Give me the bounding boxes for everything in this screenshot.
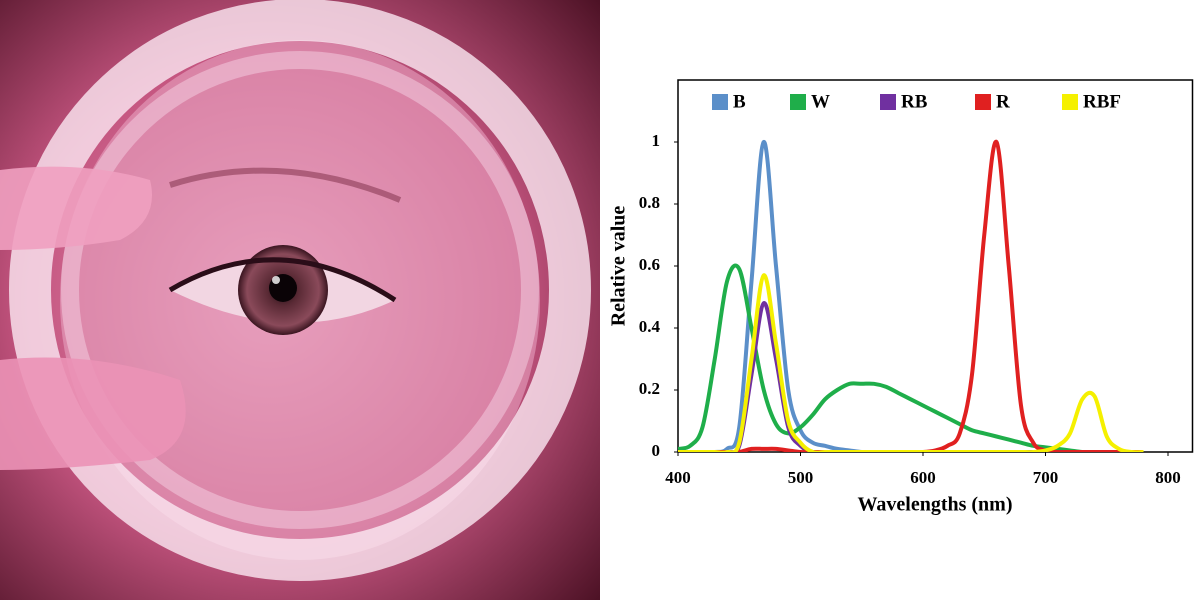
legend-swatch xyxy=(1062,94,1078,110)
legend-label: RBF xyxy=(1083,91,1121,112)
plot-frame xyxy=(677,79,1194,453)
x-tick-label: 700 xyxy=(1033,468,1059,487)
y-axis-title: Relative value xyxy=(608,206,630,327)
legend-swatch xyxy=(712,94,728,110)
y-tick-label: 0.2 xyxy=(639,379,660,398)
y-tick-label: 0.8 xyxy=(639,193,660,212)
legend-swatch xyxy=(880,94,896,110)
series-line xyxy=(678,139,1144,452)
series-line xyxy=(678,301,1144,452)
legend-label: R xyxy=(996,91,1010,112)
y-tick-label: 0.4 xyxy=(639,317,661,336)
photo xyxy=(0,0,600,600)
y-tick-label: 0.6 xyxy=(639,255,660,274)
x-tick-label: 800 xyxy=(1155,468,1181,487)
series-line xyxy=(678,273,1144,452)
x-tick-label: 400 xyxy=(665,468,691,487)
legend-swatch xyxy=(975,94,991,110)
plot-area xyxy=(678,139,1144,452)
legend-label: RB xyxy=(901,91,928,112)
x-tick-label: 600 xyxy=(910,468,936,487)
series-line xyxy=(678,263,1144,452)
legend-label: B xyxy=(733,91,746,112)
y-tick-label: 0 xyxy=(652,441,661,460)
legend-swatch xyxy=(790,94,806,110)
x-axis-title: Wavelengths (nm) xyxy=(858,494,1013,516)
x-tick-label: 500 xyxy=(788,468,814,487)
y-tick-label: 1 xyxy=(652,131,661,150)
legend-label: W xyxy=(811,91,830,112)
series-line xyxy=(678,139,1144,452)
